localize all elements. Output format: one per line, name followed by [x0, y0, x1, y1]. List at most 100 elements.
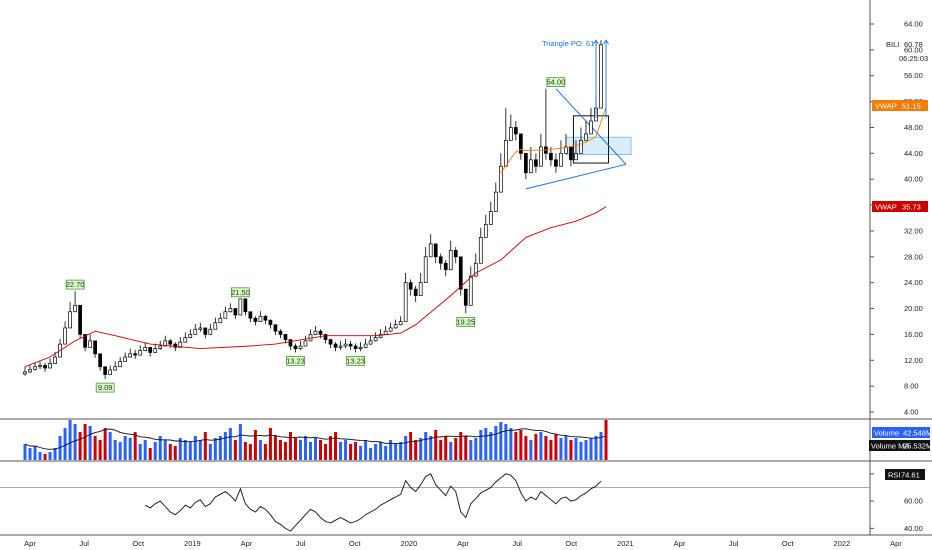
volume-tag[interactable]: Volume 42.548M: [872, 427, 932, 438]
volume-bar: [33, 446, 37, 460]
vwap-lower-tag[interactable]: VWAP 35.73: [872, 201, 928, 212]
volume-bar: [399, 442, 403, 460]
time-axis[interactable]: Apr Jul Oct 2019 Apr Jul Oct 2020 Apr Jul Oct 2021 A…: [24, 539, 902, 548]
vwap-upper-tag-value: 51.15: [902, 102, 921, 111]
vwap-lower-tag-value: 35.73: [902, 203, 921, 212]
candle: [268, 319, 273, 329]
candle: [579, 127, 583, 154]
candle: [73, 291, 77, 313]
volume-bar: [499, 422, 503, 460]
svg-text:13.23: 13.23: [346, 356, 365, 365]
volume-bar: [193, 436, 197, 460]
candle: [93, 340, 97, 358]
triangle-po-annotation[interactable]: Triangle PO: 61: [542, 39, 594, 48]
price-tick-label: 8.00: [904, 382, 919, 391]
candle: [328, 338, 333, 348]
volume-bar: [594, 436, 598, 460]
price-tick-label: 4.00: [904, 408, 919, 417]
candle: [313, 325, 318, 336]
volume-bar: [544, 436, 548, 460]
volume-bar: [38, 452, 42, 460]
volume-bar: [439, 440, 443, 460]
volume-bar: [108, 432, 112, 460]
volume-bar: [494, 426, 498, 460]
volume-bar: [23, 444, 27, 460]
volume-bar: [143, 440, 147, 460]
rsi-tag[interactable]: RSI 74.61: [885, 469, 925, 480]
candle: [88, 334, 92, 348]
volume-bar: [303, 436, 307, 460]
target-arrows[interactable]: [593, 39, 609, 118]
volume-bar: [354, 442, 358, 460]
candle: [238, 298, 243, 316]
volume-tag-value: 42.548M: [903, 429, 932, 438]
volume-bar: [288, 432, 292, 460]
volume-ma-tag[interactable]: Volume MA 25.532M: [869, 440, 932, 451]
volume-bar: [429, 436, 433, 460]
candle: [519, 133, 523, 160]
volume-ma-tag-value: 25.532M: [903, 442, 932, 451]
volume-bar: [419, 438, 423, 460]
volume-bar: [389, 440, 393, 460]
volume-bar: [298, 440, 302, 460]
candle: [554, 153, 558, 173]
volume-bar: [384, 446, 388, 460]
volume-bar: [409, 432, 413, 460]
vwap-upper-tag-name: VWAP: [875, 102, 897, 111]
candle: [338, 340, 343, 350]
candle: [373, 332, 378, 342]
volume-ma-line: [24, 428, 607, 450]
volume-bar: [173, 446, 177, 460]
candle: [43, 362, 47, 372]
rsi-tag-value: 74.61: [901, 471, 920, 480]
volume-bar: [484, 428, 488, 460]
candle: [353, 343, 358, 353]
volume-bar: [123, 436, 127, 460]
volume-bar: [83, 424, 87, 460]
candle: [38, 361, 42, 370]
candle: [478, 227, 483, 264]
time-tick-label: Apr: [24, 539, 36, 548]
candle: [28, 365, 32, 374]
candle: [223, 306, 228, 319]
volume-bars: [23, 420, 608, 460]
volume-bar: [334, 432, 338, 460]
volume-bar: [28, 448, 32, 460]
volume-bar: [258, 440, 262, 460]
candle: [58, 338, 62, 358]
vwap-lower-line: [24, 206, 607, 368]
volume-bar: [213, 438, 217, 460]
volume-bar: [329, 436, 333, 460]
candle: [208, 324, 213, 335]
candle: [278, 329, 283, 339]
candle: [108, 365, 113, 375]
volume-bar: [273, 436, 277, 460]
price-axis[interactable]: 64.0060.0056.0052.0048.0044.0040.0036.00…: [870, 20, 923, 417]
volume-bar: [148, 448, 152, 460]
time-tick-label: Oct: [782, 539, 795, 548]
candle: [544, 88, 548, 160]
volume-bar: [278, 440, 282, 460]
vwap-upper-line: [500, 106, 607, 173]
volume-bar: [474, 438, 478, 460]
rsi-tick-label: 60.00: [904, 497, 923, 506]
volume-bar: [203, 432, 207, 460]
candle: [438, 253, 443, 270]
candle: [303, 335, 308, 347]
volume-bar: [308, 442, 312, 460]
bar-countdown: 06:25:03: [899, 54, 928, 63]
candle: [133, 349, 138, 359]
vwap-upper-tag[interactable]: VWAP 51.15: [872, 100, 928, 111]
candle: [283, 334, 288, 344]
price-tick-label: 32.00: [904, 226, 923, 235]
volume-bar: [469, 440, 473, 460]
candle: [503, 108, 508, 167]
volume-bar: [243, 442, 247, 460]
candle: [263, 315, 268, 325]
volume-bar: [103, 428, 107, 460]
candle: [408, 279, 413, 296]
point-labels: 22.70 9.09 21.50 13.23 13.23 19.25 54.00: [66, 77, 565, 393]
volume-bar: [379, 442, 383, 460]
volume-bar: [163, 440, 167, 460]
